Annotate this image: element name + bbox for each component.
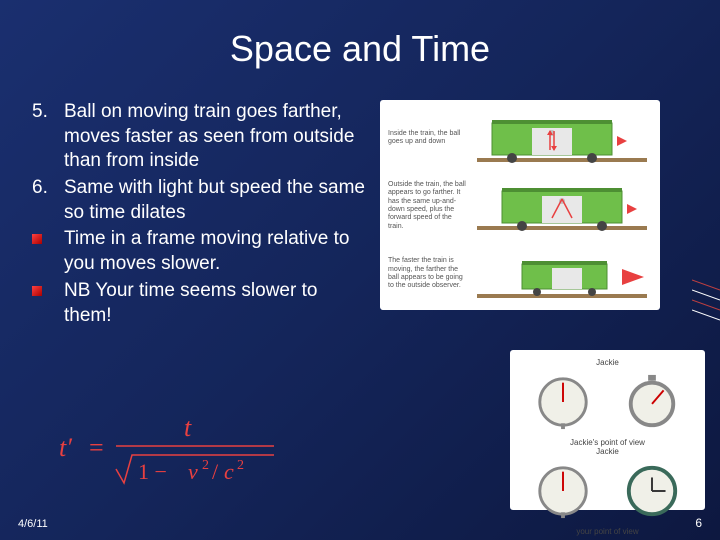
svg-text:c: c bbox=[224, 459, 234, 484]
list-marker-icon bbox=[30, 279, 64, 328]
footer-page-number: 6 bbox=[695, 516, 702, 530]
clock-row bbox=[518, 367, 697, 436]
list-marker: 5. bbox=[30, 100, 64, 174]
slide-title: Space and Time bbox=[0, 0, 720, 70]
eq-t: t bbox=[184, 413, 192, 442]
clock-label: Jackie bbox=[518, 358, 697, 367]
svg-text:1 −: 1 − bbox=[138, 459, 167, 484]
svg-text:=: = bbox=[89, 433, 104, 462]
list-text: Time in a frame moving relative to you m… bbox=[64, 227, 370, 276]
train-row: The faster the train is moving, the fart… bbox=[388, 244, 652, 304]
stopwatch-icon bbox=[623, 373, 681, 431]
bullet-list-column: 5. Ball on moving train goes farther, mo… bbox=[30, 100, 370, 330]
list-item: Time in a frame moving relative to you m… bbox=[30, 227, 370, 276]
train-inside-icon bbox=[472, 108, 652, 168]
clock-label: your point of view bbox=[518, 527, 697, 536]
train-faster-icon bbox=[472, 244, 652, 304]
wallclock-icon bbox=[623, 462, 681, 520]
eq-tprime: t′ bbox=[59, 433, 72, 462]
content-area: 5. Ball on moving train goes farther, mo… bbox=[0, 70, 720, 330]
train-row: Inside the train, the ball goes up and d… bbox=[388, 108, 652, 168]
train-row: Outside the train, the ball appears to g… bbox=[388, 176, 652, 236]
svg-text:2: 2 bbox=[202, 458, 209, 473]
list-marker-icon bbox=[30, 227, 64, 276]
list-item: 6. Same with light but speed the same so… bbox=[30, 176, 370, 225]
train-diagram-panel: Inside the train, the ball goes up and d… bbox=[380, 100, 660, 310]
clock-icon bbox=[534, 462, 592, 520]
figure-column: Inside the train, the ball goes up and d… bbox=[370, 100, 700, 330]
clock-icon bbox=[534, 373, 592, 431]
list-text: Same with light but speed the same so ti… bbox=[64, 176, 370, 225]
clock-label: Jackie's point of view bbox=[518, 438, 697, 447]
bullet-list: 5. Ball on moving train goes farther, mo… bbox=[30, 100, 370, 328]
train-caption: Inside the train, the ball goes up and d… bbox=[388, 130, 466, 147]
clock-row bbox=[518, 456, 697, 525]
list-text: Ball on moving train goes farther, moves… bbox=[64, 100, 370, 174]
clock-diagram-panel: Jackie Jackie's point of view Jackie you… bbox=[510, 350, 705, 510]
time-dilation-equation: t′ = t 1 − v 2 / c 2 bbox=[54, 411, 284, 496]
red-box-icon bbox=[32, 286, 42, 296]
svg-text:/: / bbox=[212, 459, 219, 484]
clock-label: Jackie bbox=[518, 447, 697, 456]
footer-date: 4/6/11 bbox=[18, 518, 48, 530]
list-item: 5. Ball on moving train goes farther, mo… bbox=[30, 100, 370, 174]
list-item: NB Your time seems slower to them! bbox=[30, 279, 370, 328]
list-text: NB Your time seems slower to them! bbox=[64, 279, 370, 328]
train-caption: Outside the train, the ball appears to g… bbox=[388, 181, 466, 231]
red-box-icon bbox=[32, 234, 42, 244]
train-caption: The faster the train is moving, the fart… bbox=[388, 257, 466, 291]
train-outside-icon bbox=[472, 176, 652, 236]
svg-text:v: v bbox=[188, 459, 198, 484]
svg-text:2: 2 bbox=[237, 458, 244, 473]
list-marker: 6. bbox=[30, 176, 64, 225]
